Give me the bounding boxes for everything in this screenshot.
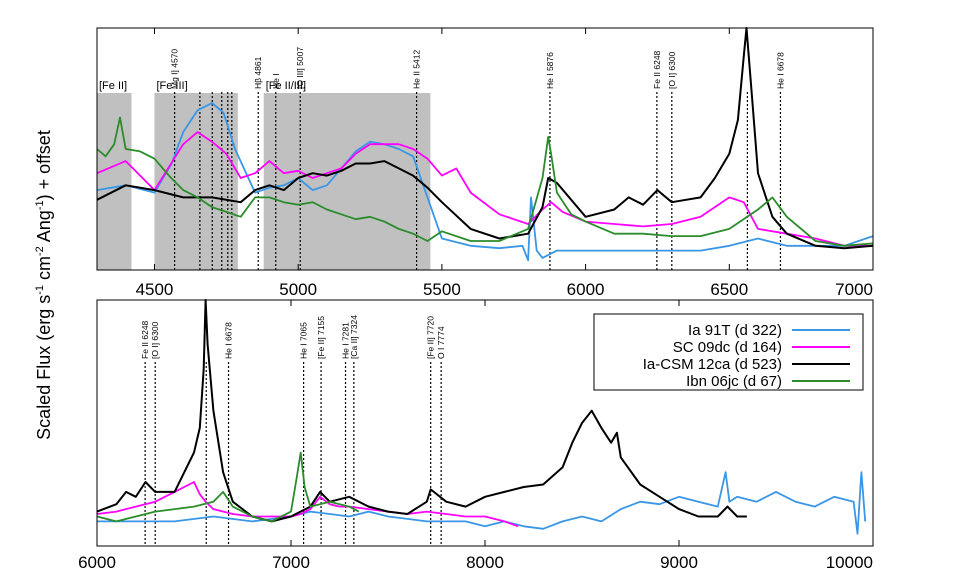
x-tick-label: 7000 [835, 280, 873, 299]
line-marker-label: Fe II 6248 [140, 320, 150, 359]
top-panel-frame [96, 27, 874, 271]
x-tick-label: 5500 [423, 280, 461, 299]
top-panel: [Fe II] [Fe III] [Fe II/III] Mg I] 4570 Hβ … [96, 27, 874, 299]
top-series-ia-91t-d-322 [96, 102, 874, 262]
bottom-series-sc-09dc-d-164 [96, 481, 519, 528]
bottom-series-ibn-06jc-d-67 [96, 451, 360, 523]
line-marker-label: Mg I] 4570 [170, 49, 180, 89]
top-series-sc-09dc-d-164 [96, 131, 873, 247]
line-marker-label: He II 5412 [412, 50, 422, 89]
line-marker-label: He I 7065 [299, 322, 309, 359]
x-tick-label: 4500 [136, 280, 174, 299]
line-marker-label: [O I] 6300 [150, 321, 160, 359]
shaded-region-label: [Fe II/III] [266, 80, 306, 92]
line-marker-label: He I 6678 [775, 52, 785, 89]
line-marker-label: [O I] 6300 [667, 51, 677, 89]
shaded-region-fe-ii [97, 93, 132, 270]
legend-label-ia-csm-12ca-d-523: Ia-CSM 12ca (d 523) [643, 356, 782, 373]
legend-label-sc-09dc-d-164: SC 09dc (d 164) [673, 339, 782, 356]
line-marker-label: Fe II 6248 [652, 50, 662, 89]
x-tick-label: 9000 [660, 553, 698, 570]
line-marker-label: [O III] 5007 [295, 47, 305, 89]
shaded-region-fe-iii [154, 93, 238, 270]
x-tick-label: 6000 [567, 280, 605, 299]
y-axis-label: Scaled Flux (erg s-1 cm-2 Ang-1) + offse… [34, 130, 54, 440]
legend-box [593, 313, 864, 391]
x-tick-label: 7000 [272, 553, 310, 570]
line-marker-label: Hβ 4861 [253, 56, 263, 89]
line-marker-label: He I 7281 [341, 322, 351, 359]
legend-label-ibn-06jc-d-67: Ibn 06jc (d 67) [686, 373, 782, 390]
line-marker-label: O I 7774 [436, 326, 446, 359]
line-marker-label: He I 6678 [224, 322, 234, 359]
shaded-region-label: [Fe II] [99, 80, 127, 92]
top-series-ia-csm-12ca-d-523 [96, 27, 874, 250]
svg-text:Scaled Flux (erg s-1 cm-2 Ang: Scaled Flux (erg s-1 cm-2 Ang-1) + offse… [34, 130, 54, 440]
top-series-ibn-06jc-d-67 [96, 116, 874, 247]
line-marker-label: [Ca II] 7324 [349, 315, 359, 359]
x-tick-label: 10000 [826, 553, 873, 570]
bottom-series-ia-91t-d-322 [97, 471, 867, 535]
bottom-series-ia-csm-12ca-d-523 [96, 299, 747, 523]
x-tick-label: 6000 [78, 553, 116, 570]
shaded-region-label: [Fe III] [156, 80, 187, 92]
legend-label-ia-91t-d-322: Ia 91T (d 322) [688, 322, 782, 339]
x-tick-label: 6500 [710, 280, 748, 299]
line-marker-label: [Fe II] 7155 [316, 316, 326, 359]
x-tick-label: 5000 [279, 280, 317, 299]
legend: Ia 91T (d 322)SC 09dc (d 164)Ia-CSM 12ca… [593, 313, 864, 391]
line-marker-label: [Fe II] 7720 [426, 316, 436, 359]
bottom-panel: Fe II 6248 [O I] 6300 He I 6678 He I 7065 [F… [78, 299, 874, 570]
line-marker-label: He I [271, 73, 281, 89]
shaded-region-fe-ii-iii [263, 93, 431, 270]
line-marker-label: He I 5876 [545, 52, 555, 89]
x-tick-label: 8000 [466, 553, 504, 570]
